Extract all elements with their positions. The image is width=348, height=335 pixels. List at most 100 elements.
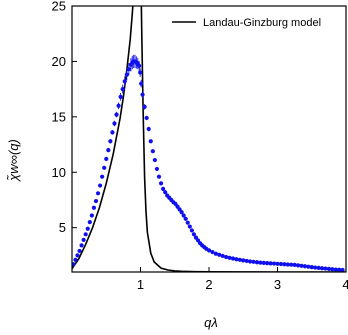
data-point [120, 87, 125, 92]
data-point [183, 216, 188, 221]
data-point [337, 267, 342, 272]
data-point [72, 262, 76, 267]
data-point [251, 259, 256, 264]
x-axis-label: qλ [204, 315, 218, 330]
data-point [213, 251, 218, 256]
data-point [161, 186, 166, 191]
data-point [302, 264, 307, 269]
data-point [220, 253, 225, 259]
x-tick-label: 3 [274, 277, 281, 292]
data-point [210, 249, 215, 255]
data-point [275, 261, 280, 266]
data-point [309, 265, 314, 270]
y-axis-label: χ̃w∞(q) [6, 139, 21, 182]
data-point [181, 213, 186, 218]
data-point [316, 265, 321, 270]
data-point [87, 220, 92, 225]
data-point [248, 259, 253, 264]
data-point [306, 264, 311, 269]
data-point [73, 257, 78, 262]
x-tick-label: 1 [137, 277, 144, 292]
data-point [282, 262, 287, 267]
data-point [330, 267, 335, 272]
data-point [75, 253, 80, 258]
data-point [89, 213, 94, 218]
data-point [217, 252, 222, 257]
data-point [333, 267, 338, 272]
simulation-data-series [72, 54, 345, 272]
data-point [100, 174, 105, 179]
data-point [97, 183, 103, 188]
data-point [261, 260, 266, 266]
data-point [323, 266, 328, 271]
data-point [319, 266, 325, 271]
axis-ticks [72, 5, 347, 272]
data-point [83, 232, 88, 237]
data-point [340, 267, 345, 272]
data-point [118, 94, 123, 99]
data-point [237, 257, 242, 262]
data-point [138, 70, 143, 75]
data-point [292, 262, 297, 268]
data-point [114, 112, 119, 117]
data-point [81, 237, 86, 242]
data-point [142, 104, 147, 109]
data-point [285, 262, 290, 267]
data-point [124, 72, 129, 77]
data-point [224, 254, 229, 260]
data-point [187, 224, 192, 229]
y-tick-label: 15 [52, 109, 66, 124]
legend: Landau-Ginzburg model [172, 17, 321, 29]
y-tick-label: 25 [52, 0, 66, 14]
tick-labels: 1 2 3 4 5 10 15 20 25 [52, 0, 348, 292]
data-point [265, 261, 270, 266]
data-point [126, 67, 131, 72]
x-tick-label: 2 [205, 277, 212, 292]
data-point [110, 130, 115, 135]
data-point [230, 256, 236, 261]
data-point [241, 258, 246, 263]
data-point [268, 261, 273, 266]
data-point [95, 191, 101, 196]
data-point [244, 258, 249, 264]
data-point [137, 63, 142, 68]
data-point [227, 255, 232, 260]
model-curve [72, 6, 346, 272]
data-point [79, 243, 84, 248]
data-point [116, 103, 121, 108]
data-point [154, 166, 160, 172]
legend-entry-label: Landau-Ginzburg model [203, 17, 321, 29]
data-point [185, 220, 190, 225]
data-point [140, 92, 145, 97]
data-point [299, 263, 304, 268]
data-point [313, 265, 318, 270]
data-point [206, 248, 212, 253]
plot-frame [71, 5, 347, 273]
data-point [122, 79, 127, 84]
data-point [102, 165, 107, 170]
y-tick-label: 20 [52, 54, 66, 69]
data-point [85, 226, 90, 231]
data-point [112, 121, 117, 126]
data-point [91, 205, 97, 210]
data-point [278, 261, 284, 267]
data-point [106, 147, 111, 153]
data-point [271, 261, 277, 266]
data-point [146, 126, 151, 132]
data-point [326, 266, 331, 271]
data-point [156, 174, 162, 179]
plot-area [72, 6, 346, 272]
data-point [289, 262, 294, 267]
data-point [144, 115, 149, 121]
data-point [191, 232, 197, 237]
data-point [158, 181, 164, 186]
data-point [295, 263, 301, 268]
data-point [108, 139, 113, 144]
data-point [179, 210, 184, 215]
y-tick-label: 10 [52, 165, 66, 180]
data-point [152, 157, 157, 163]
data-point [104, 156, 109, 162]
y-tick-label: 5 [59, 220, 66, 235]
data-point [150, 149, 155, 154]
